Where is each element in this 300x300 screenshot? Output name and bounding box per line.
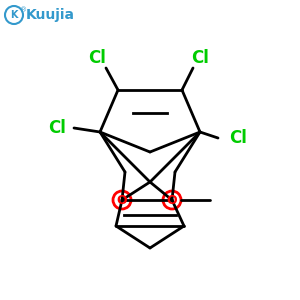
- Text: Cl: Cl: [88, 49, 106, 67]
- Text: Cl: Cl: [48, 119, 66, 137]
- Text: O: O: [167, 194, 177, 206]
- Text: K: K: [10, 10, 18, 20]
- Text: O: O: [117, 194, 127, 206]
- Text: Cl: Cl: [191, 49, 209, 67]
- Text: Kuujia: Kuujia: [26, 8, 74, 22]
- Text: ®: ®: [20, 7, 28, 13]
- Text: Cl: Cl: [229, 129, 247, 147]
